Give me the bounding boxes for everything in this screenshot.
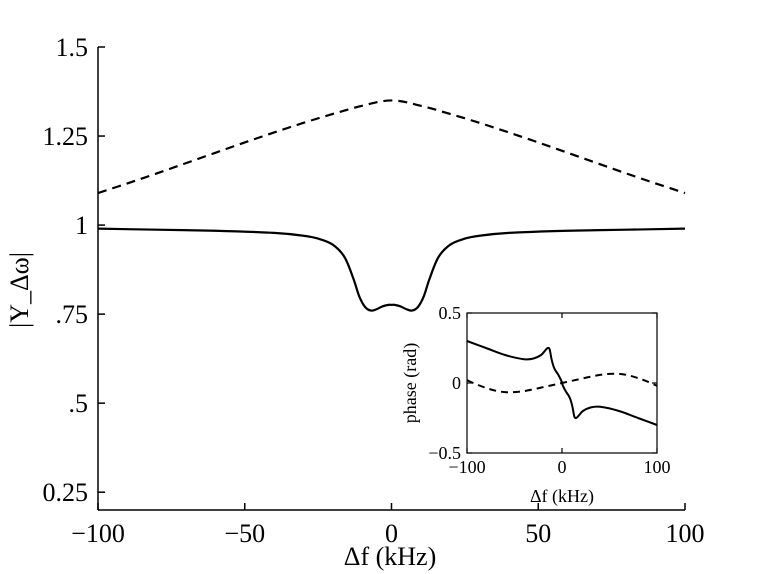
main-x-tick-label: 50 [525, 519, 551, 548]
inset-chart: −100 0 100 −0.5 0 0.5 Δf (kHz) phase (rad) [400, 303, 671, 507]
inset-x-axis-label: Δf (kHz) [530, 486, 594, 507]
main-y-tick-label: 1 [75, 211, 88, 240]
inset-y-tick-label: 0.5 [439, 303, 462, 323]
main-y-tick-label: 1.5 [56, 33, 89, 62]
main-y-tick-label: 1.25 [43, 122, 89, 151]
inset-x-tick-label: 0 [558, 457, 567, 477]
inset-y-ticks: −0.5 0 0.5 [428, 303, 657, 463]
inset-x-tick-label: −100 [448, 457, 485, 477]
main-chart: −100 −50 0 50 100 0.25 .5 .75 1 1.25 1.5 Δf (kHz)… [5, 33, 705, 571]
inset-y-axis-label: phase (rad) [400, 343, 421, 423]
main-y-axis-label: |Y_Δω| [5, 252, 34, 328]
main-x-ticks: −100 −50 0 50 100 [71, 503, 705, 548]
main-y-tick-label: 0.25 [43, 478, 89, 507]
inset-x-ticks: −100 0 100 [448, 313, 671, 477]
main-series-group [97, 99, 686, 312]
main-x-tick-label: −50 [224, 519, 265, 548]
inset-dashed-series-line [466, 372, 658, 394]
inset-y-tick-label: 0 [452, 373, 461, 393]
main-y-ticks: 0.25 .5 .75 1 1.25 1.5 [43, 33, 105, 507]
inset-y-tick-label: −0.5 [428, 443, 461, 463]
main-x-tick-label: 0 [385, 519, 398, 548]
main-x-tick-label: −100 [71, 519, 125, 548]
main-x-tick-label: 100 [666, 519, 705, 548]
main-solid-series-line [97, 227, 686, 312]
main-x-axis-label: Δf (kHz) [344, 542, 437, 571]
main-dashed-series-line [97, 99, 686, 195]
main-y-tick-label: .5 [69, 389, 89, 418]
inset-x-tick-label: 100 [644, 457, 671, 477]
inset-series-group [466, 340, 658, 426]
main-y-tick-label: .75 [56, 300, 89, 329]
